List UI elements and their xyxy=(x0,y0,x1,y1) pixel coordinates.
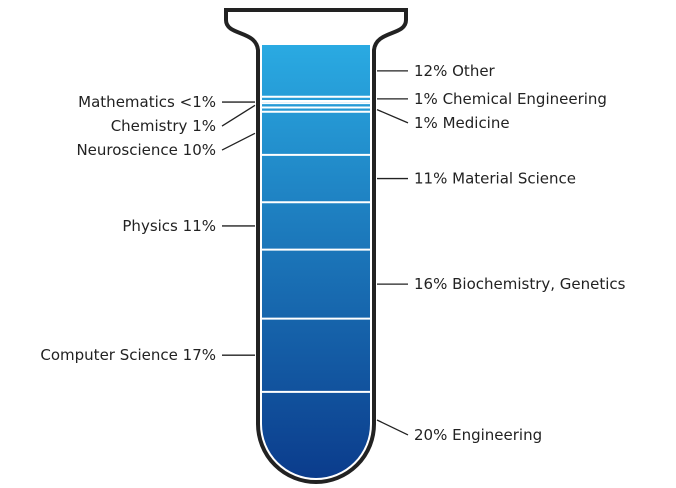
category-label: Chemical Engineering xyxy=(443,89,607,107)
value-label: 1% xyxy=(192,117,216,135)
label: Chemistry 1% xyxy=(111,117,216,135)
label: Physics 11% xyxy=(122,216,216,234)
value-label: 17% xyxy=(183,346,216,364)
label: 20% Engineering xyxy=(414,425,542,443)
label: 12% Other xyxy=(414,61,496,79)
label: 11% Material Science xyxy=(414,169,576,187)
leader xyxy=(222,133,255,150)
segment xyxy=(262,155,370,202)
label: Neuroscience 10% xyxy=(76,141,216,159)
value-label: 1% xyxy=(414,113,438,131)
category-label: Neuroscience xyxy=(76,141,177,159)
segment xyxy=(262,202,370,249)
label: 16% Biochemistry, Genetics xyxy=(414,275,626,293)
segment xyxy=(262,250,370,319)
value-label: 1% xyxy=(414,89,438,107)
category-label: Other xyxy=(452,61,495,79)
value-label: 20% xyxy=(414,425,447,443)
leader xyxy=(377,110,408,123)
label: Mathematics <1% xyxy=(78,93,216,111)
chart: 12% Other 1% Chemical Engineering Mathemat… xyxy=(0,0,676,484)
leader xyxy=(222,105,255,126)
category-label: Medicine xyxy=(443,113,510,131)
label: 1% Medicine xyxy=(414,113,510,131)
category-label: Chemistry xyxy=(111,117,188,135)
segment xyxy=(262,45,370,97)
leader xyxy=(377,420,408,435)
category-label: Biochemistry, Genetics xyxy=(452,275,626,293)
segment xyxy=(262,319,370,392)
value-label: 10% xyxy=(183,141,216,159)
value-label: 11% xyxy=(414,169,447,187)
tube-fill xyxy=(262,45,370,478)
value-label: <1% xyxy=(180,93,216,111)
value-label: 16% xyxy=(414,275,447,293)
category-label: Mathematics xyxy=(78,93,175,111)
label: Computer Science 17% xyxy=(40,346,216,364)
value-label: 12% xyxy=(414,61,447,79)
category-label: Physics xyxy=(122,216,178,234)
value-label: 11% xyxy=(183,216,216,234)
label: 1% Chemical Engineering xyxy=(414,89,607,107)
segment xyxy=(262,112,370,155)
category-label: Engineering xyxy=(452,425,542,443)
category-label: Material Science xyxy=(452,169,576,187)
category-label: Computer Science xyxy=(40,346,177,364)
